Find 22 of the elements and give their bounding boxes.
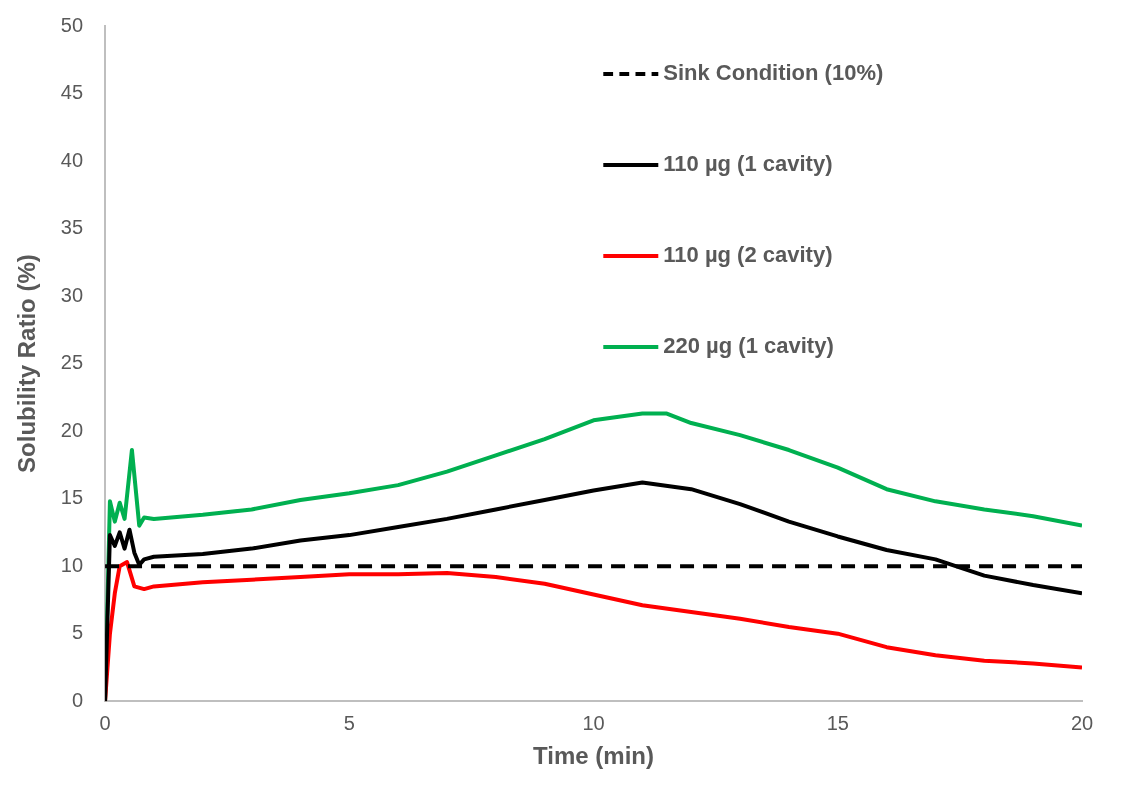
x-tick-label: 5 [343, 711, 355, 734]
y-tick-label: 35 [60, 216, 84, 239]
legend-label: Sink Condition (10%) [663, 60, 884, 86]
x-tick-label: 0 [99, 711, 111, 734]
x-axis-title: Time (min) [533, 742, 654, 770]
legend-label: 110 µg (1 cavity) [663, 151, 833, 177]
y-tick-label: 50 [60, 13, 84, 36]
y-tick-label: 0 [71, 688, 84, 711]
y-axis-title: Solubility Ratio (%) [13, 254, 41, 473]
x-tick-label: 20 [1070, 711, 1094, 734]
x-tick-label: 10 [582, 711, 605, 734]
y-tick-label: 20 [60, 418, 84, 441]
legend-label: 220 µg (1 cavity) [663, 333, 834, 359]
y-tick-label: 30 [60, 283, 84, 306]
y-tick-label: 15 [60, 486, 84, 509]
y-tick-label: 10 [60, 553, 84, 576]
y-tick-label: 5 [71, 621, 84, 644]
y-tick-label: 25 [60, 351, 84, 374]
legend-label: 110 µg (2 cavity) [663, 242, 833, 268]
x-tick-label: 15 [826, 711, 849, 734]
y-tick-label: 40 [60, 148, 84, 171]
y-tick-label: 45 [60, 81, 84, 104]
